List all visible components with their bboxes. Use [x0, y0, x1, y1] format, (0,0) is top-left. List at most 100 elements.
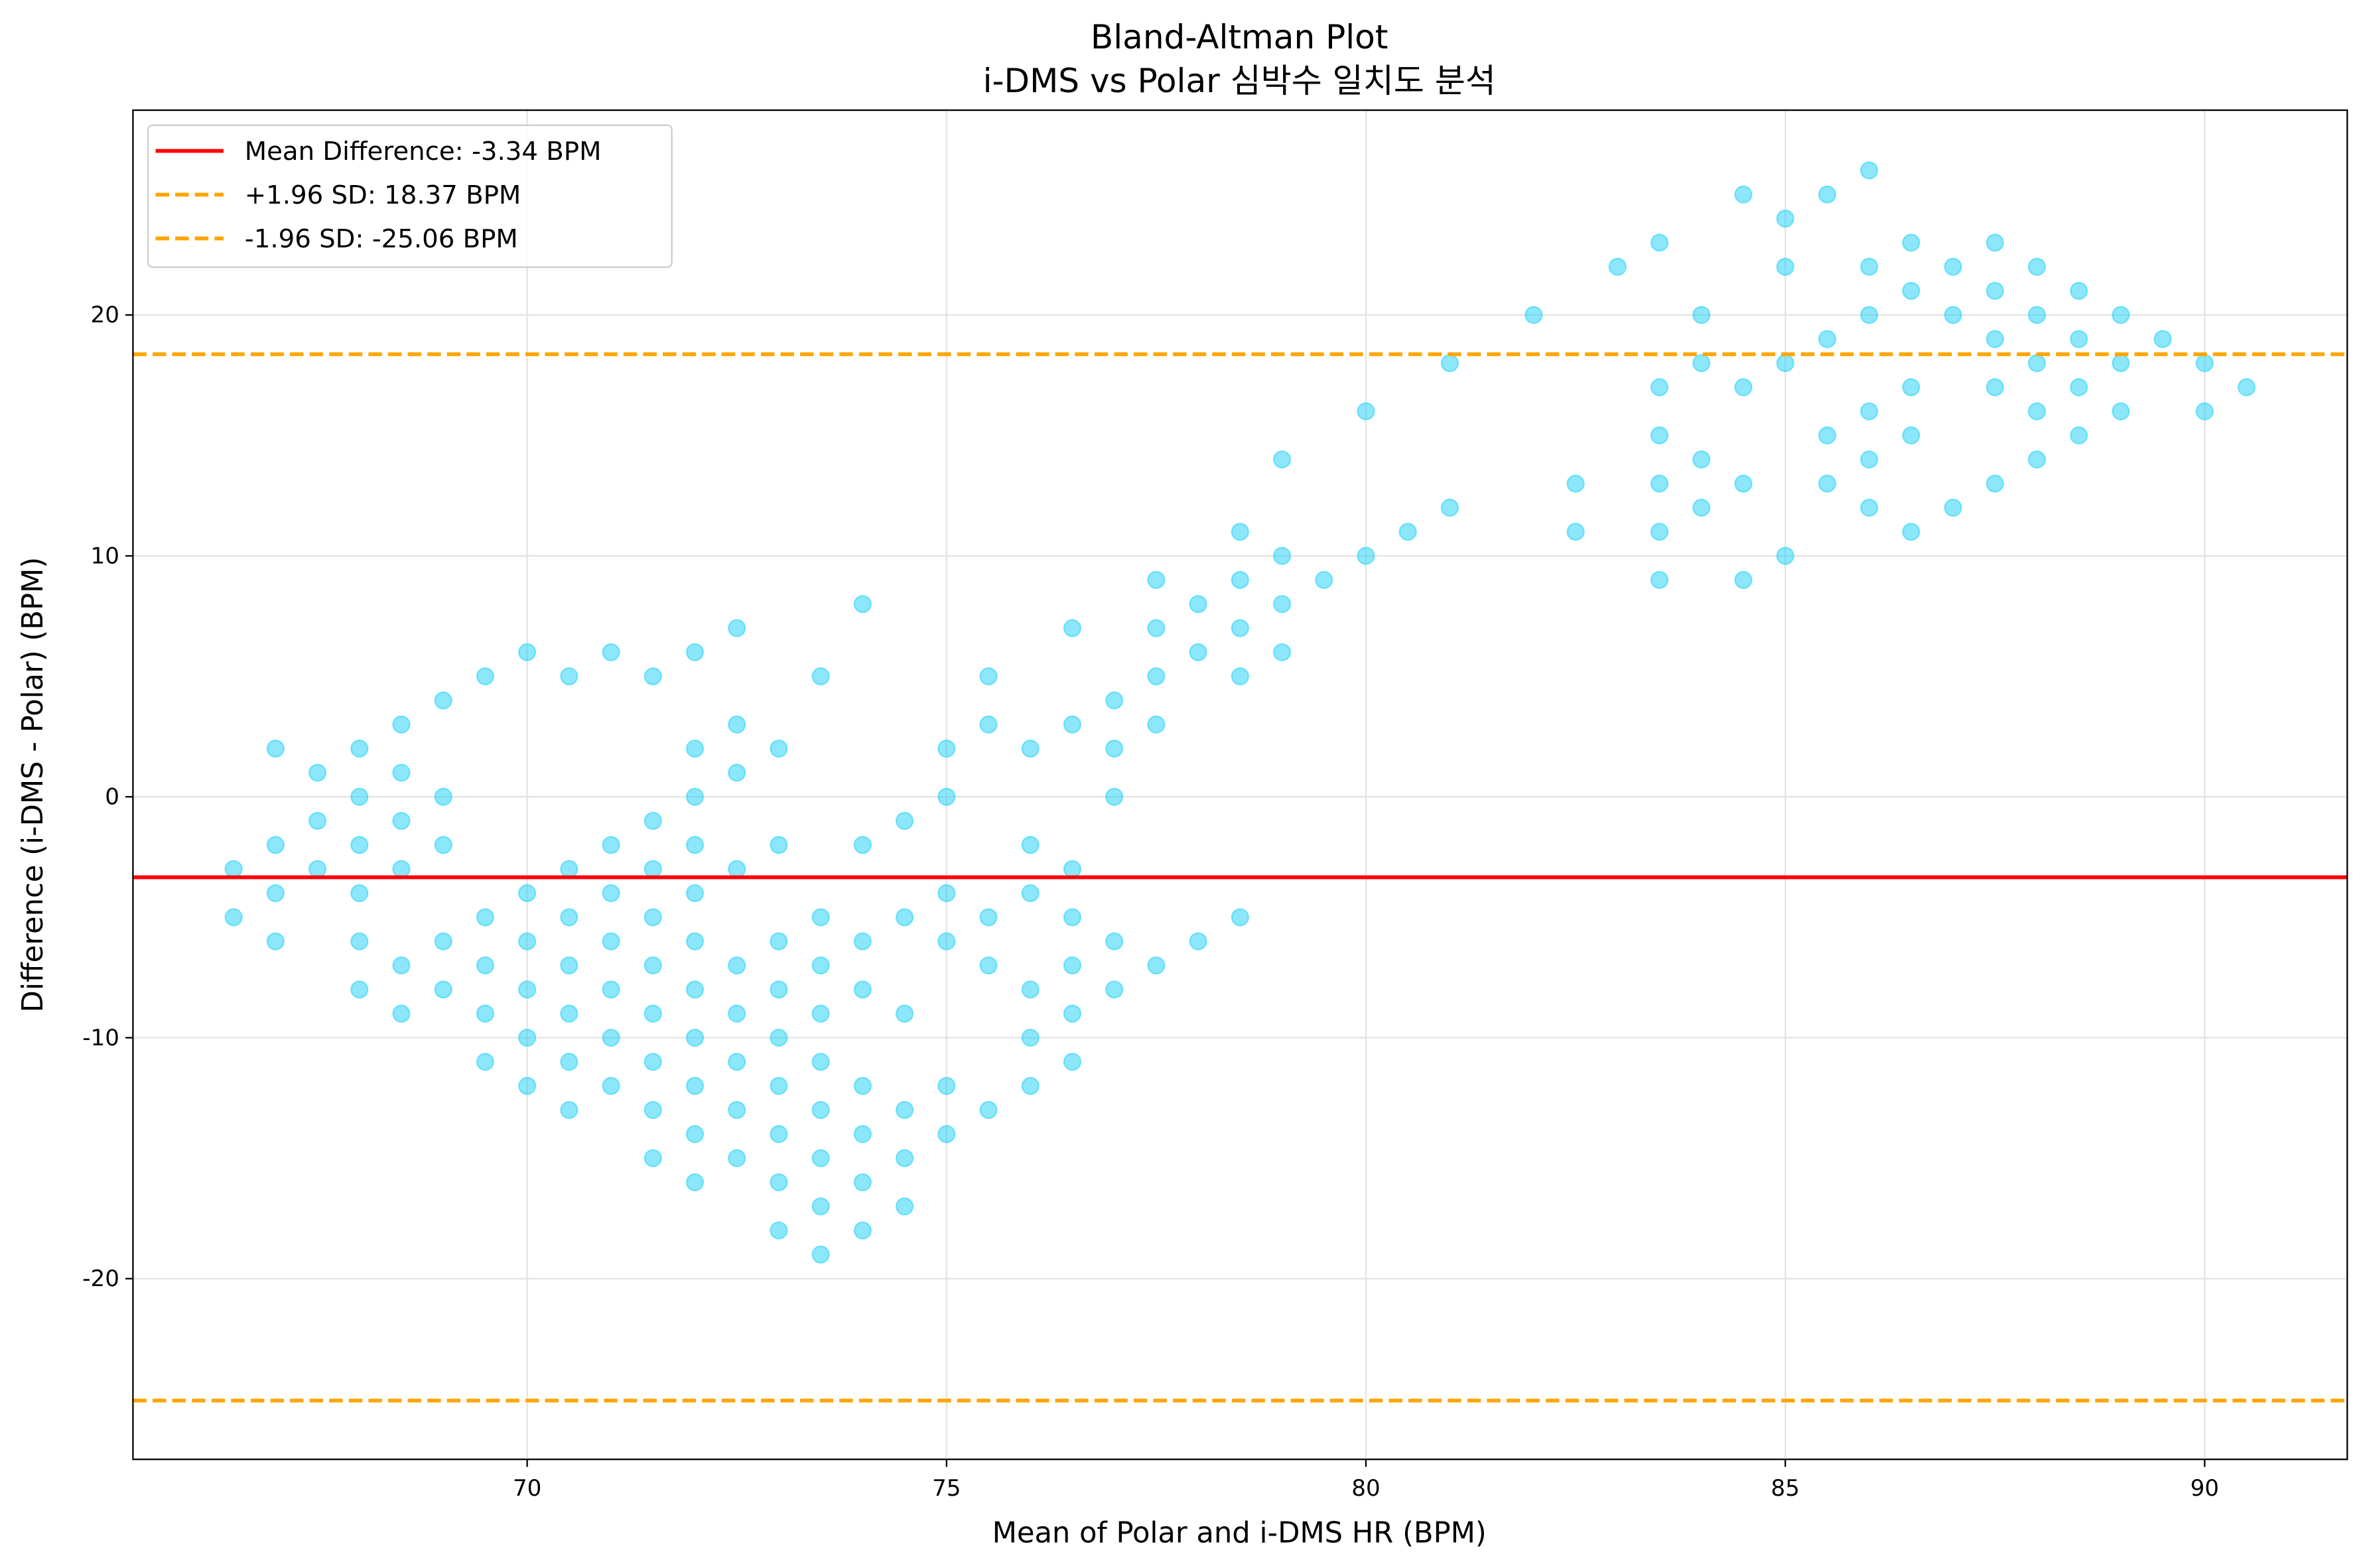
data-point — [728, 956, 746, 975]
data-point — [1860, 450, 1879, 469]
data-point — [770, 932, 788, 950]
data-point — [1734, 185, 1753, 204]
data-point — [350, 836, 369, 854]
data-point — [685, 1125, 705, 1143]
data-point — [811, 1197, 830, 1216]
data-point — [937, 883, 956, 903]
data-point — [811, 667, 830, 686]
data-point — [1147, 619, 1166, 637]
data-point — [1357, 547, 1375, 565]
data-point — [2027, 354, 2047, 373]
data-point — [602, 932, 620, 950]
data-point — [1692, 354, 1711, 373]
data-point — [350, 740, 369, 758]
data-point — [476, 667, 495, 686]
data-point — [1608, 257, 1627, 276]
data-point — [770, 1221, 788, 1240]
data-point — [2069, 281, 2088, 300]
legend-box — [147, 124, 673, 268]
data-point — [1315, 570, 1333, 590]
data-point — [517, 1028, 537, 1047]
legend-label: Mean Difference: -3.34 BPM — [245, 137, 602, 166]
data-point — [1021, 980, 1040, 999]
data-point — [308, 860, 327, 878]
data-point — [1105, 740, 1124, 758]
data-point — [643, 811, 662, 830]
y-tick-label: -10 — [82, 1025, 119, 1051]
data-point — [1231, 908, 1249, 927]
data-point — [2112, 402, 2130, 421]
data-point — [643, 956, 662, 975]
data-point — [2069, 330, 2088, 348]
data-point — [685, 643, 705, 662]
data-point — [1063, 956, 1082, 975]
data-point — [392, 956, 411, 975]
data-point — [517, 1077, 537, 1095]
data-point — [350, 932, 369, 950]
data-point — [1860, 402, 1879, 421]
data-point — [1860, 257, 1879, 276]
data-point — [1692, 498, 1711, 517]
data-point — [811, 1149, 830, 1167]
data-point — [1189, 932, 1207, 950]
data-point — [517, 932, 537, 950]
data-point — [602, 980, 620, 999]
data-point — [770, 980, 788, 999]
data-point — [1147, 667, 1166, 686]
data-point — [685, 980, 705, 999]
data-point — [895, 1149, 914, 1167]
data-point — [350, 787, 369, 806]
data-point — [308, 763, 327, 782]
data-point — [1566, 523, 1585, 541]
data-point — [2153, 330, 2172, 348]
data-point — [1650, 233, 1669, 252]
data-point — [728, 1149, 746, 1167]
data-point — [560, 1004, 578, 1023]
data-point — [2195, 354, 2214, 373]
data-point — [392, 763, 411, 782]
data-point — [643, 860, 662, 878]
data-point — [1734, 570, 1753, 590]
data-point — [1021, 1077, 1040, 1095]
data-point — [517, 643, 537, 662]
data-point — [517, 883, 537, 903]
data-point — [643, 1004, 662, 1023]
data-point — [685, 932, 705, 950]
data-point — [1860, 306, 1879, 324]
data-point — [1105, 787, 1124, 806]
data-point — [308, 811, 327, 830]
data-point — [937, 1077, 956, 1095]
data-point — [770, 1173, 788, 1192]
data-point — [1986, 378, 2004, 397]
data-point — [560, 1100, 578, 1120]
data-point — [728, 763, 746, 782]
data-point — [728, 1004, 746, 1023]
data-point — [853, 932, 872, 950]
data-point — [266, 883, 285, 903]
data-point — [1776, 354, 1794, 373]
data-point — [1818, 185, 1837, 204]
data-point — [1902, 378, 1921, 397]
data-point — [2237, 378, 2256, 397]
data-point — [853, 595, 872, 614]
data-point — [1063, 1004, 1082, 1023]
data-point — [560, 1053, 578, 1071]
data-point — [895, 1004, 914, 1023]
data-point — [1189, 595, 1207, 614]
data-point — [1063, 619, 1082, 637]
data-point — [1231, 570, 1249, 590]
data-point — [1105, 980, 1124, 999]
legend-label: +1.96 SD: 18.37 BPM — [245, 180, 521, 210]
data-point — [2069, 426, 2088, 445]
x-tick-label: 75 — [932, 1475, 961, 1502]
data-point — [1147, 570, 1166, 590]
reference-lines — [133, 352, 2348, 1403]
data-point — [2027, 306, 2047, 324]
data-point — [811, 1004, 830, 1023]
data-point — [979, 667, 998, 686]
data-point — [1776, 547, 1794, 565]
data-point — [979, 908, 998, 927]
data-point — [1986, 330, 2004, 348]
data-point — [1147, 956, 1166, 975]
